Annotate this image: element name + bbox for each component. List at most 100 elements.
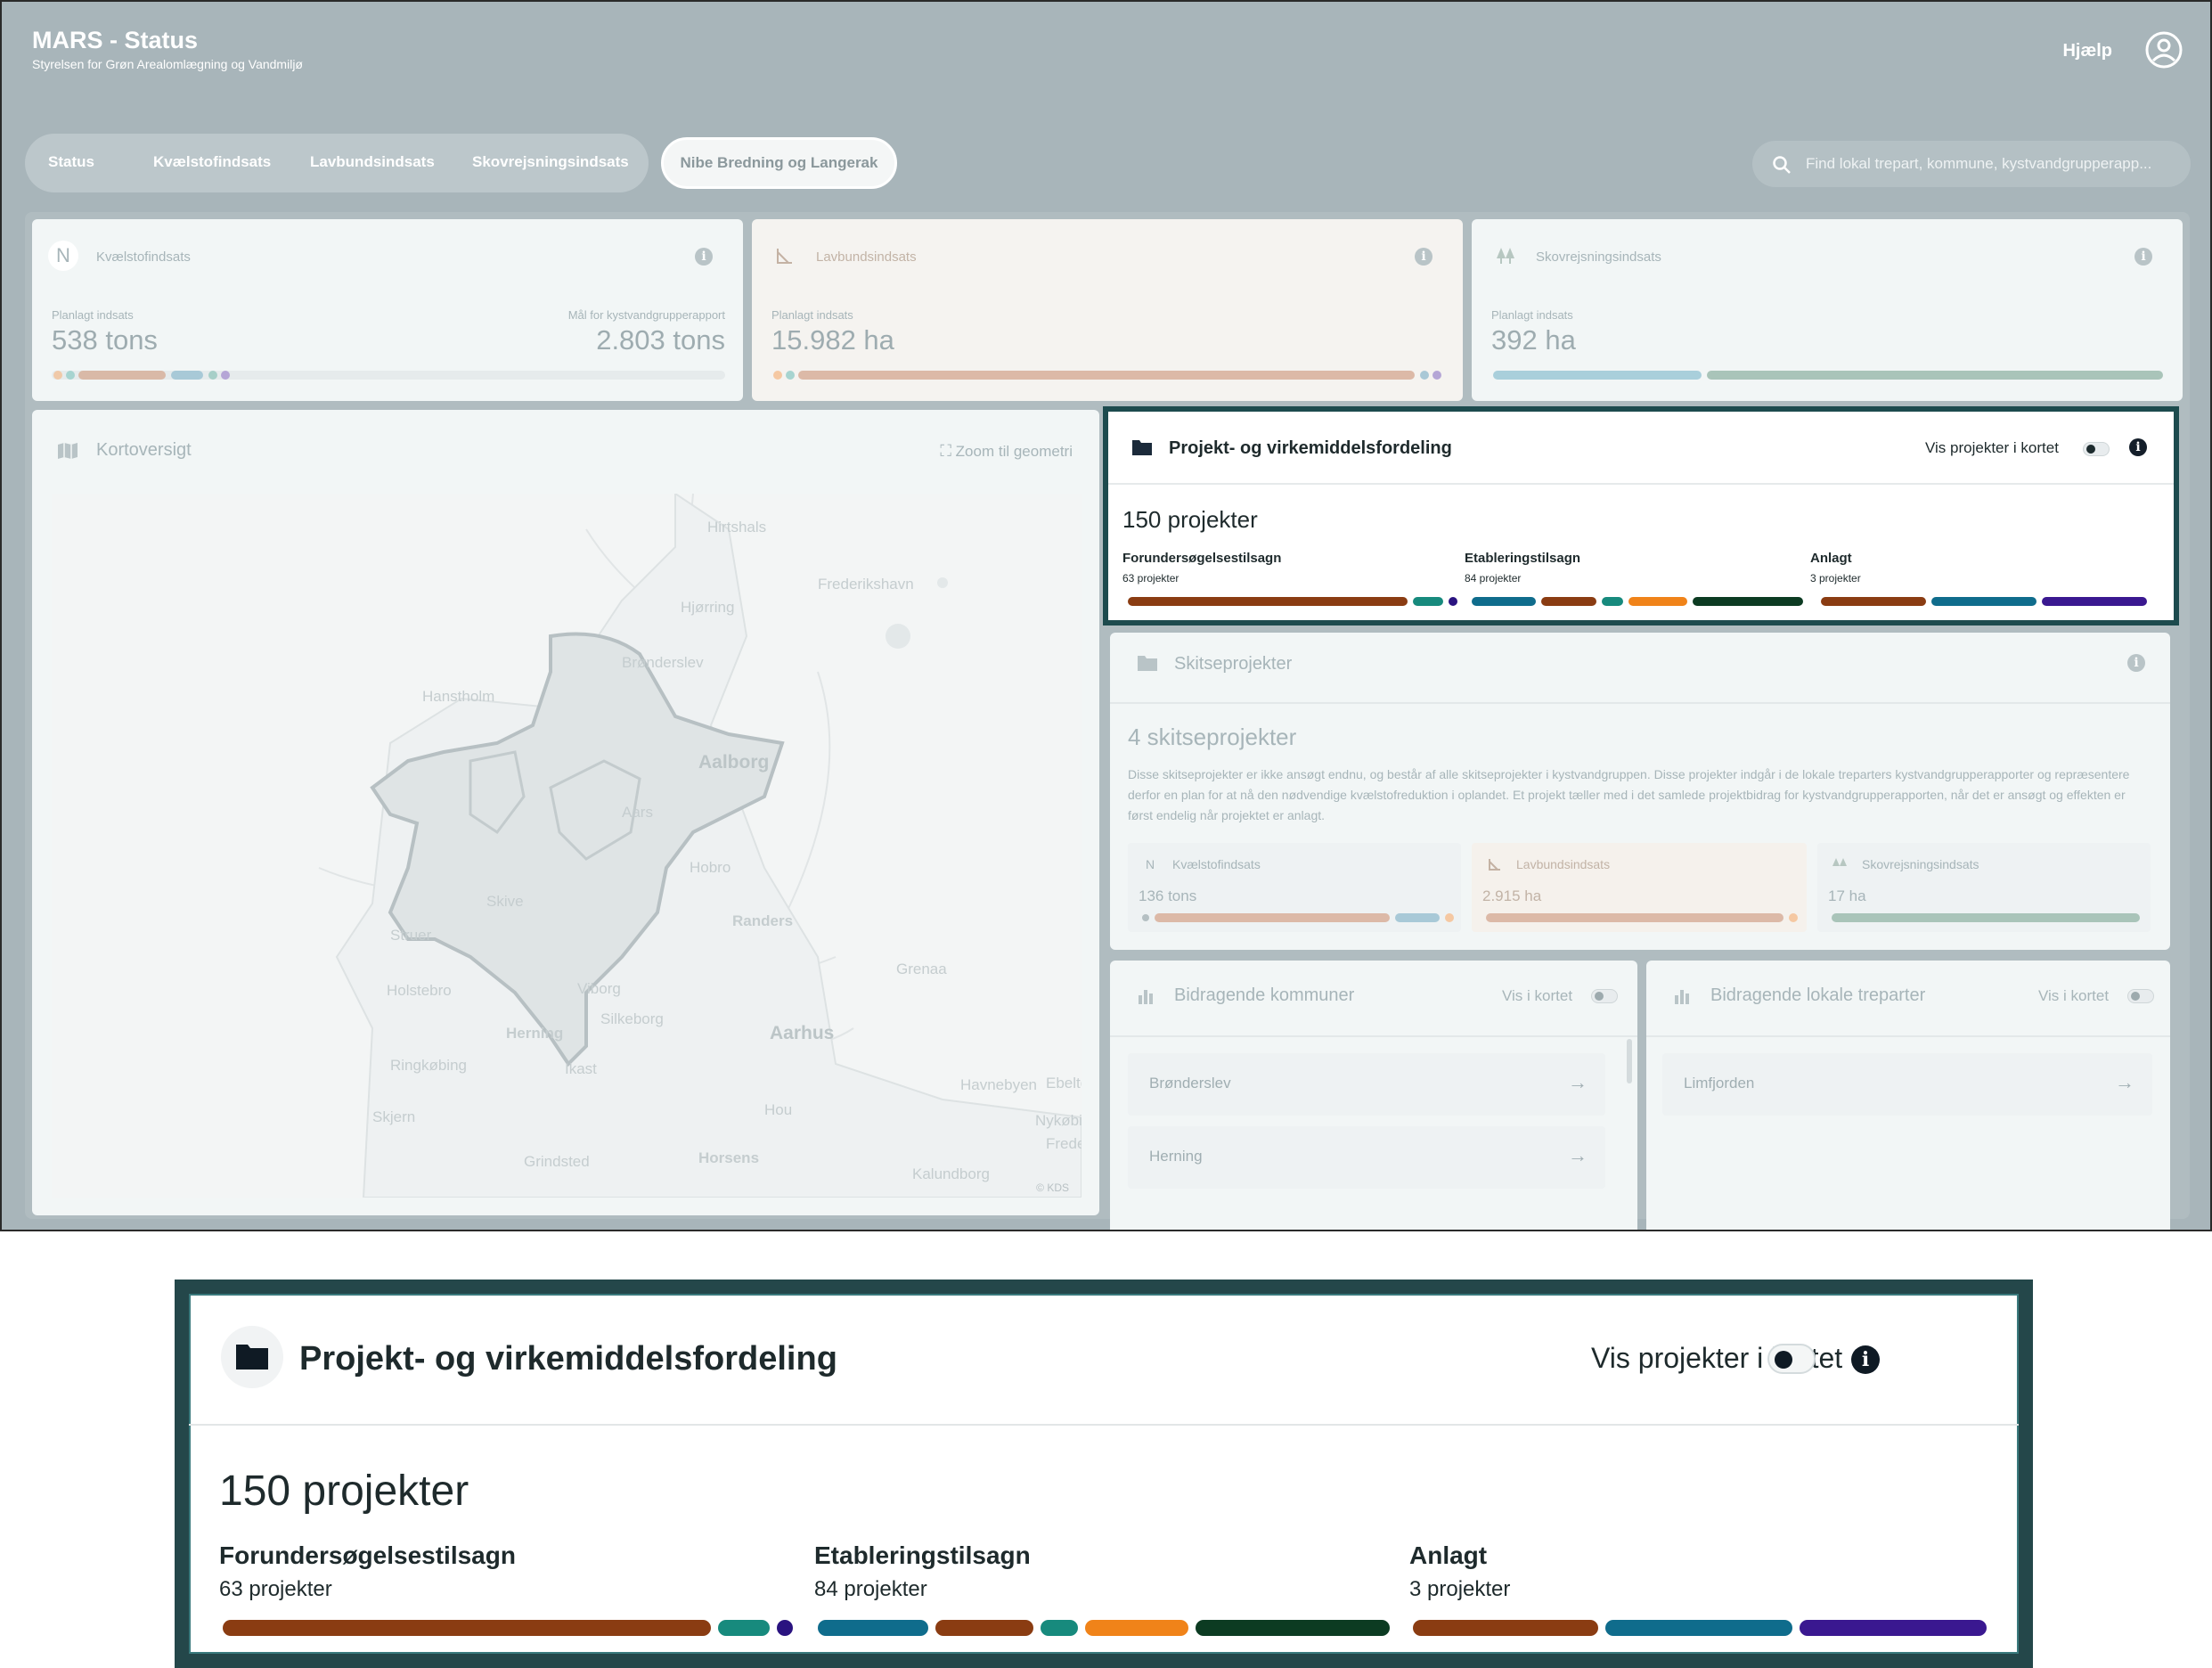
show-projects-toggle[interactable]	[2083, 442, 2110, 456]
bar-segment	[777, 1620, 793, 1636]
kpi-title: Kvælstofindsats	[96, 249, 191, 265]
project-count: 150 projekter	[1122, 506, 1258, 533]
kpi-card-skovrejsning[interactable]: Skovrejsningsindsats i Planlagt indsats …	[1472, 219, 2183, 401]
bar-chart-icon	[1675, 990, 1689, 1004]
toggle-label: Vis i kortet	[2038, 987, 2110, 1004]
goal-label: Mål for kystvandgrupperapport	[567, 308, 725, 322]
bar-segment	[1832, 913, 2140, 922]
local-parties-card: Bidragende lokale treparter Vis i kortet…	[1646, 961, 2170, 1230]
map-canvas[interactable]: Hirtshals Frederikshavn Hjørring Brønder…	[52, 494, 1082, 1198]
bar-segment	[935, 1620, 1033, 1636]
nitrogen-icon: N	[1146, 857, 1155, 871]
group-count: 84 projekter	[1465, 572, 1522, 585]
wetland-icon	[777, 249, 792, 264]
bar-segment	[1085, 1620, 1188, 1636]
bar-segment	[171, 371, 203, 380]
planned-label: Planlagt indsats	[771, 308, 853, 322]
zoom-to-geometry-button[interactable]: ⛶ Zoom til geometri	[940, 442, 1073, 461]
search-input[interactable]: Find lokal trepart, kommune, kystvandgru…	[1752, 141, 2191, 187]
kpi-title: Skovrejsningsindsats	[1536, 249, 1661, 265]
mini-kpi-value: 2.915 ha	[1482, 887, 1542, 904]
mini-kpi-title: Kvælstofindsats	[1172, 857, 1261, 871]
map-attribution: © KDS	[1036, 1182, 1069, 1194]
group-name: Etableringstilsagn	[814, 1541, 1031, 1569]
bar-segment	[773, 371, 782, 380]
map-place-label: Silkeborg	[600, 1010, 664, 1027]
bar-segment	[818, 1620, 928, 1636]
app-screenshot: MARS - Status Styrelsen for Grøn Arealom…	[0, 0, 2212, 1231]
info-icon[interactable]: i	[2129, 438, 2147, 456]
mini-kpi-title: Skovrejsningsindsats	[1862, 857, 1979, 871]
bar-segment	[1602, 597, 1623, 606]
nitrogen-icon: N	[48, 241, 78, 271]
app-subtitle: Styrelsen for Grøn Arealomlægning og Van…	[32, 57, 303, 71]
map-place-label: Ringkøbing	[390, 1057, 467, 1074]
toggle-label: Vis projekter i kortet	[1925, 439, 2059, 456]
list-item-label: Brønderslev	[1149, 1075, 1231, 1092]
map-drawing	[318, 494, 1082, 1198]
bar-segment	[1432, 371, 1441, 380]
folder-icon	[1138, 656, 1157, 671]
zoomed-project-distribution-card: Projekt- og virkemiddelsfordeling Vis pr…	[175, 1280, 2033, 1668]
map-place-label: Ebeltoft	[1046, 1075, 1082, 1092]
bar-segment	[66, 371, 75, 380]
map-place-label: Struer	[390, 927, 432, 944]
tab-lavbund[interactable]: Lavbundsindsats	[310, 153, 435, 170]
sketch-description: Disse skitseprojekter er ikke ansøgt end…	[1128, 767, 2130, 822]
bar-segment	[1541, 597, 1596, 606]
user-account-icon[interactable]	[2144, 30, 2183, 70]
info-icon[interactable]: i	[2127, 654, 2145, 672]
kpi-card-lavbund[interactable]: Lavbundsindsats i Planlagt indsats 15.98…	[752, 219, 1463, 401]
toggle-label: Vis i kortet	[1502, 987, 1573, 1004]
map-icon	[58, 443, 78, 459]
search-icon	[1773, 156, 1791, 174]
info-icon[interactable]: i	[695, 248, 713, 266]
mini-kpi-kvaelstof[interactable]: N Kvælstofindsats 136 tons	[1128, 843, 1461, 932]
map-place-label: Aars	[622, 804, 653, 821]
info-icon[interactable]: i	[1851, 1345, 1880, 1374]
show-local-parties-toggle[interactable]	[2127, 989, 2154, 1003]
forest-icon	[1497, 248, 1514, 264]
sketch-count: 4 skitseprojekter	[1128, 724, 1297, 750]
info-icon[interactable]: i	[1415, 248, 1432, 266]
app-title: MARS - Status	[32, 27, 199, 53]
planned-label: Planlagt indsats	[52, 308, 134, 322]
tab-nibe-bredning[interactable]: Nibe Bredning og Langerak	[661, 137, 897, 189]
bar-segment	[1605, 1620, 1792, 1636]
project-distribution-card: Projekt- og virkemiddelsfordeling Vis pr…	[1103, 406, 2179, 626]
bar-segment	[1420, 371, 1429, 380]
show-projects-toggle[interactable]	[1767, 1344, 1816, 1374]
bar-segment	[53, 371, 62, 380]
municipalities-card: Bidragende kommuner Vis i kortet Brønder…	[1110, 961, 1637, 1230]
group-count: 63 projekter	[1122, 572, 1179, 585]
info-icon[interactable]: i	[2134, 248, 2152, 266]
bar-segment	[1486, 913, 1783, 922]
list-item[interactable]: Herning →	[1128, 1126, 1605, 1189]
tab-status[interactable]: Status	[48, 153, 94, 170]
mini-kpi-skovrejsning[interactable]: Skovrejsningsindsats 17 ha	[1817, 843, 2151, 932]
kpi-card-kvaelstof[interactable]: N Kvælstofindsats i Planlagt indsats Mål…	[32, 219, 743, 401]
help-link[interactable]: Hjælp	[2062, 41, 2112, 61]
list-item[interactable]: Brønderslev →	[1128, 1053, 1605, 1116]
map-place-label: Frederikshavn	[818, 576, 914, 593]
folder-icon-bg	[221, 1326, 283, 1388]
show-municipalities-toggle[interactable]	[1591, 989, 1618, 1003]
bar-segment	[1789, 913, 1798, 922]
card-header	[189, 1294, 2019, 1426]
folder-icon	[1132, 440, 1152, 455]
tab-kvaelstof[interactable]: Kvælstofindsats	[153, 153, 272, 170]
project-count: 150 projekter	[219, 1468, 469, 1515]
bar-segment	[1493, 371, 1702, 380]
zoom-label: Zoom til geometri	[955, 443, 1073, 460]
card-title: Bidragende lokale treparter	[1710, 985, 1926, 1005]
mini-kpi-lavbund[interactable]: Lavbundsindsats 2.915 ha	[1472, 843, 1807, 932]
map-place-label: Grenaa	[896, 961, 947, 977]
tab-skovrejsning[interactable]: Skovrejsningsindsats	[472, 153, 629, 170]
group-count: 84 projekter	[814, 1577, 927, 1601]
scrollbar[interactable]	[1627, 1039, 1632, 1083]
bar-segment	[223, 1620, 711, 1636]
bar-segment	[798, 371, 1415, 380]
map-place-label: Grindsted	[524, 1153, 590, 1170]
map-place-label: Ikast	[565, 1060, 597, 1077]
list-item[interactable]: Limfjorden →	[1662, 1053, 2152, 1116]
